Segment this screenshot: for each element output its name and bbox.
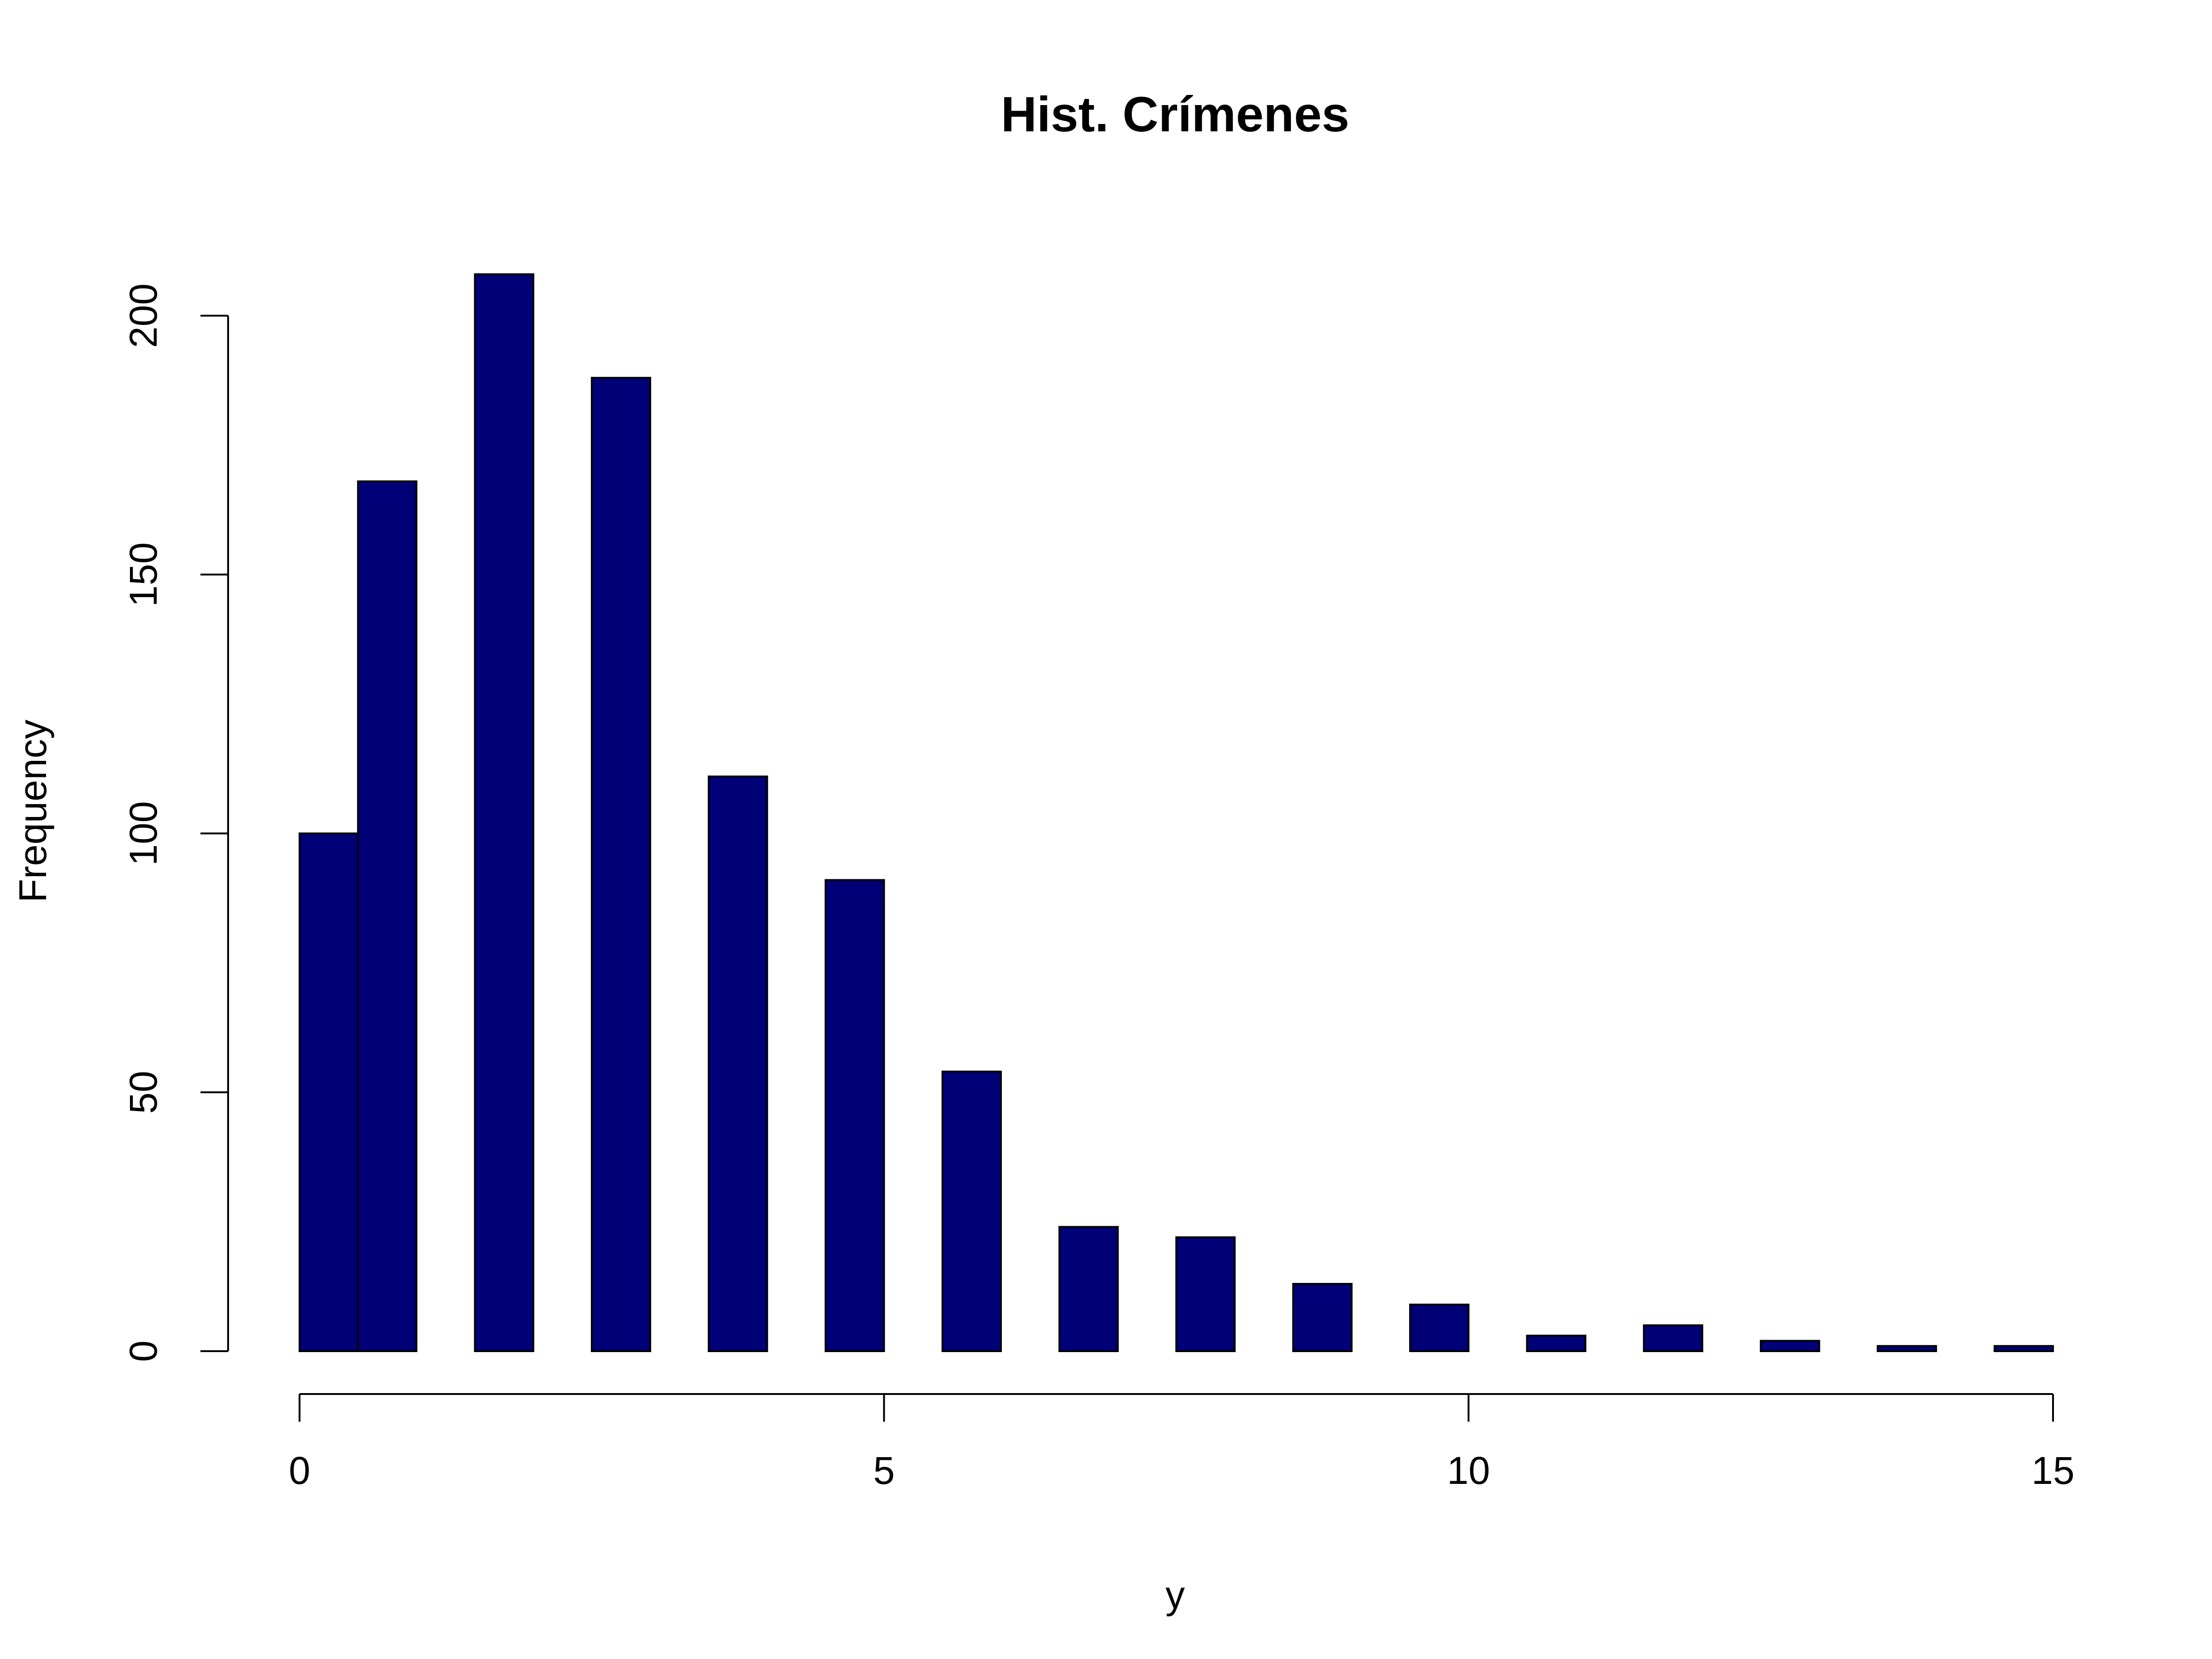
x-axis-label: y: [1165, 1573, 1185, 1617]
x-axis: 0 5 10 15: [289, 1393, 2075, 1492]
histogram-bar-8: [1175, 1236, 1236, 1353]
histogram-bar-12: [1643, 1324, 1704, 1352]
y-tick-label: 200: [122, 283, 165, 348]
histogram-bar-6: [941, 1071, 1002, 1353]
chart-title: Hist. Crímenes: [1001, 86, 1349, 142]
y-tick-label: 50: [122, 1071, 165, 1114]
histogram-bar-5: [824, 879, 885, 1352]
x-tick-label: 10: [1447, 1449, 1490, 1492]
histogram-bar-14: [1877, 1345, 1937, 1352]
histogram-bar-1: [357, 480, 418, 1352]
histogram-bar-10: [1409, 1303, 1470, 1353]
y-axis-label: Frequency: [11, 720, 54, 903]
histogram-bar-15: [1994, 1345, 2054, 1352]
histogram-bar-11: [1526, 1335, 1587, 1352]
y-tick-label: 150: [122, 542, 165, 607]
x-tick-label: 15: [2031, 1449, 2074, 1492]
bars-group: [299, 273, 2054, 1353]
x-tick-label: 5: [873, 1449, 895, 1492]
histogram-bar-13: [1759, 1340, 1820, 1353]
histogram-bar-7: [1058, 1226, 1119, 1353]
y-axis: 0 50 100 150 200: [122, 283, 229, 1362]
y-tick-label: 0: [122, 1341, 165, 1362]
histogram-bar-9: [1292, 1282, 1353, 1353]
y-tick-label: 100: [122, 801, 165, 865]
histogram-bar-2: [474, 273, 535, 1352]
histogram-bar-0: [299, 832, 359, 1352]
histogram-bar-4: [707, 775, 768, 1352]
x-tick-label: 0: [289, 1449, 311, 1492]
histogram-bar-3: [591, 377, 651, 1352]
